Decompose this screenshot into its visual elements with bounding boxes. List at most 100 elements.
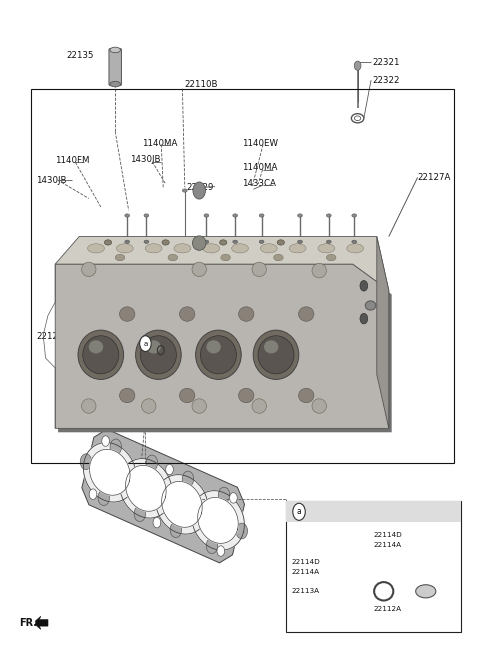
Ellipse shape (252, 399, 266, 413)
Ellipse shape (180, 307, 195, 321)
Circle shape (193, 182, 205, 199)
Ellipse shape (231, 244, 249, 253)
Ellipse shape (326, 254, 336, 261)
Ellipse shape (312, 263, 326, 278)
Ellipse shape (135, 330, 181, 380)
Polygon shape (90, 449, 130, 495)
Ellipse shape (87, 244, 105, 253)
Circle shape (218, 487, 230, 503)
Ellipse shape (253, 330, 299, 380)
Text: 1573JM: 1573JM (337, 288, 370, 297)
Text: 22311: 22311 (139, 278, 167, 287)
Text: 1140MA: 1140MA (242, 163, 278, 172)
Ellipse shape (233, 214, 238, 217)
Circle shape (200, 507, 212, 523)
Ellipse shape (203, 244, 220, 253)
Ellipse shape (298, 240, 302, 244)
Polygon shape (36, 616, 48, 629)
Ellipse shape (261, 244, 277, 253)
FancyBboxPatch shape (286, 501, 461, 522)
Text: 22110B: 22110B (185, 79, 218, 89)
Ellipse shape (115, 254, 125, 261)
Text: a: a (297, 507, 301, 516)
Ellipse shape (239, 388, 254, 403)
Ellipse shape (352, 214, 357, 217)
Polygon shape (377, 237, 389, 428)
Ellipse shape (192, 262, 206, 277)
Ellipse shape (144, 214, 149, 217)
Circle shape (116, 470, 128, 486)
Ellipse shape (196, 330, 241, 380)
Text: 22112A: 22112A (373, 606, 401, 612)
Ellipse shape (89, 340, 103, 353)
Circle shape (293, 503, 305, 520)
Circle shape (134, 506, 145, 522)
Ellipse shape (264, 340, 278, 353)
Circle shape (182, 471, 194, 487)
Polygon shape (84, 443, 136, 502)
Ellipse shape (105, 240, 111, 245)
Circle shape (146, 455, 157, 471)
Ellipse shape (221, 254, 230, 261)
Ellipse shape (299, 307, 314, 321)
Text: 22114D: 22114D (373, 532, 402, 539)
Circle shape (153, 517, 161, 528)
Ellipse shape (168, 254, 178, 261)
Text: 22124B: 22124B (130, 345, 163, 354)
Ellipse shape (204, 240, 209, 244)
Ellipse shape (83, 336, 119, 374)
Ellipse shape (146, 340, 161, 353)
Polygon shape (55, 264, 389, 428)
Text: 1140EW: 1140EW (242, 139, 278, 148)
Text: 22321: 22321 (372, 58, 399, 67)
Text: 22114D: 22114D (291, 558, 320, 565)
Polygon shape (162, 482, 202, 528)
FancyBboxPatch shape (286, 501, 461, 632)
Ellipse shape (78, 330, 124, 380)
Ellipse shape (125, 214, 130, 217)
Text: 1601DG: 1601DG (317, 270, 352, 279)
Ellipse shape (312, 399, 326, 413)
Circle shape (164, 491, 176, 507)
Ellipse shape (347, 244, 364, 253)
Ellipse shape (145, 244, 162, 253)
Circle shape (360, 281, 368, 291)
Text: 1430JB: 1430JB (36, 175, 67, 185)
Polygon shape (58, 268, 392, 432)
Ellipse shape (117, 244, 133, 253)
Ellipse shape (182, 189, 187, 193)
Polygon shape (120, 459, 172, 518)
Ellipse shape (140, 336, 177, 374)
Ellipse shape (192, 399, 206, 413)
Text: 22125A: 22125A (36, 332, 70, 341)
Circle shape (217, 546, 225, 556)
Circle shape (152, 486, 164, 502)
Ellipse shape (274, 254, 283, 261)
Ellipse shape (142, 399, 156, 413)
Ellipse shape (204, 214, 209, 217)
Circle shape (170, 522, 181, 537)
Ellipse shape (298, 214, 302, 217)
Text: 22113A: 22113A (291, 588, 320, 595)
Ellipse shape (125, 240, 130, 244)
Ellipse shape (120, 388, 135, 403)
Ellipse shape (192, 236, 206, 250)
Circle shape (206, 538, 218, 554)
Text: 1140MA: 1140MA (142, 139, 177, 148)
Ellipse shape (82, 262, 96, 277)
Circle shape (188, 502, 200, 518)
Ellipse shape (416, 585, 436, 598)
Circle shape (98, 489, 109, 505)
Circle shape (360, 313, 368, 324)
Polygon shape (55, 237, 389, 290)
Ellipse shape (289, 244, 306, 253)
Text: 22114A: 22114A (291, 568, 320, 575)
Ellipse shape (259, 240, 264, 244)
Ellipse shape (318, 244, 335, 253)
Circle shape (128, 475, 139, 491)
Ellipse shape (233, 240, 238, 244)
Ellipse shape (110, 81, 120, 87)
Ellipse shape (220, 240, 227, 245)
Text: 22135: 22135 (66, 51, 94, 60)
Ellipse shape (206, 340, 221, 353)
